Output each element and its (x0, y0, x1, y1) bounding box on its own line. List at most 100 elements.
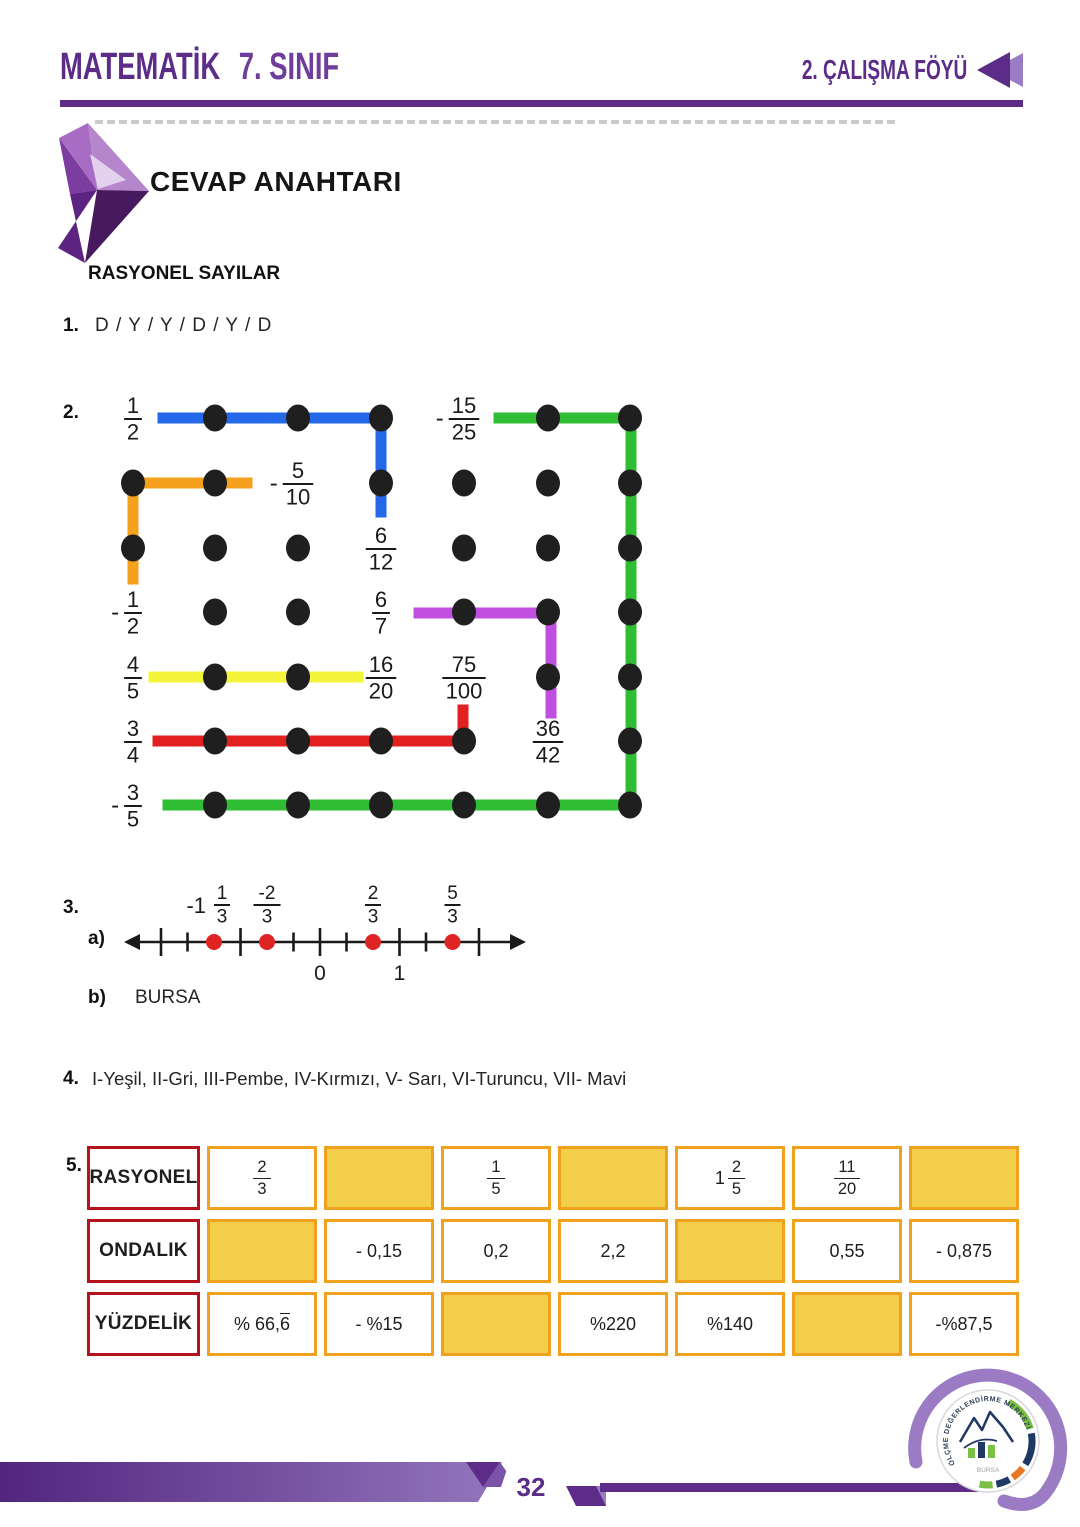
logo-arc-text: ÖLÇME DEĞERLENDİRME MERKEZİ (943, 1395, 1032, 1467)
grid-fraction-label: 67 (372, 587, 390, 638)
q3-number: 3. (63, 897, 79, 918)
arrow-left-icon (124, 934, 140, 950)
svg-text:7: 7 (375, 613, 387, 638)
svg-text:-: - (111, 599, 119, 626)
match-line-purple (413, 607, 557, 719)
q2-number: 2. (63, 402, 79, 423)
svg-text:-: - (436, 405, 444, 432)
table-cell-value: -%87,5 (909, 1292, 1019, 1356)
grid-dot (286, 598, 310, 626)
svg-text:36: 36 (536, 716, 560, 741)
svg-text:2: 2 (127, 419, 139, 444)
grid-dot (203, 469, 227, 497)
table-cell-value: %220 (558, 1292, 668, 1356)
svg-text:75: 75 (452, 652, 476, 677)
grid-dot (618, 404, 642, 432)
q3b-label: b) (88, 987, 106, 1008)
grid-dot (536, 404, 560, 432)
svg-text:-: - (270, 470, 278, 497)
page-number: 32 (517, 1472, 546, 1502)
point-label: -1 1 3 (186, 883, 231, 928)
grid-dot (203, 663, 227, 691)
sheet-label: 2. ÇALIŞMA FÖYÜ (801, 54, 967, 85)
table-cell-value: % 66, 6 (207, 1292, 317, 1356)
gem-arrow-icon (58, 123, 149, 263)
grid-dot (618, 469, 642, 497)
table-cell-value: - 0,15 (324, 1219, 434, 1283)
subject-title: MATEMATİK (60, 46, 221, 88)
svg-text:1: 1 (217, 883, 228, 904)
table-cell-empty (792, 1292, 902, 1356)
grid-dot (536, 598, 560, 626)
red-point (259, 934, 275, 950)
match-line-green (162, 412, 637, 811)
grid-dot (452, 727, 476, 755)
svg-text:2: 2 (368, 883, 379, 904)
grid-fraction-label: 12- (111, 587, 142, 638)
red-point (206, 934, 222, 950)
table-cell-value: %140 (675, 1292, 785, 1356)
svg-text:4: 4 (127, 652, 139, 677)
svg-text:100: 100 (446, 678, 483, 703)
point-label: 53 (444, 883, 461, 928)
grid-dot (452, 469, 476, 497)
svg-text:42: 42 (536, 742, 560, 767)
table-cell-value: 0,2 (441, 1219, 551, 1283)
table-cell-value: 2,2 (558, 1219, 668, 1283)
grid-fraction-label: 34 (124, 716, 142, 767)
table-cell-empty (675, 1219, 785, 1283)
table-cell-empty (207, 1219, 317, 1283)
grid-dot (203, 727, 227, 755)
grade-title: 7. SINIF (238, 46, 340, 88)
grid-dot (286, 791, 310, 819)
svg-text:10: 10 (286, 484, 310, 509)
table-cell-value: 0,55 (792, 1219, 902, 1283)
q1-answer: D / Y / Y / D / Y / D (95, 315, 273, 336)
conversion-table: RASYONEL 2 3 1 5 1 2 5 11 20 ONDALIK - 0,15 0,2 2,2 0,… (87, 1146, 1019, 1356)
point-label: -23 (253, 883, 281, 928)
grid-dot (536, 663, 560, 691)
grid-dot (536, 791, 560, 819)
q4-answer: I-Yeşil, II-Gri, III-Pembe, IV-Kırmızı, … (92, 1068, 627, 1089)
axis-label: 0 (314, 962, 326, 985)
svg-text:3: 3 (127, 780, 139, 805)
q4-number: 4. (63, 1068, 79, 1089)
footer-bar (0, 1462, 502, 1502)
red-point (444, 934, 461, 950)
grid-dot (286, 404, 310, 432)
q1-number: 1. (63, 315, 79, 336)
svg-text:20: 20 (369, 678, 393, 703)
grid-dot (369, 469, 393, 497)
table-cell-empty (909, 1146, 1019, 1210)
header-rule (60, 100, 1023, 107)
grid-dot (452, 598, 476, 626)
svg-text:4: 4 (127, 742, 139, 767)
svg-text:3: 3 (127, 716, 139, 741)
grid-fraction-label: 45 (124, 652, 142, 703)
grid-dot (121, 534, 145, 562)
grid-dot (121, 469, 145, 497)
grid-dot (452, 791, 476, 819)
table-cell-value: 11 20 (792, 1146, 902, 1210)
grid-dot (618, 534, 642, 562)
svg-text:-: - (111, 792, 119, 819)
q3a-label: a) (88, 928, 105, 949)
match-line-red (152, 704, 469, 747)
grid-dot (203, 598, 227, 626)
grid-fraction-label: 612 (365, 523, 397, 574)
logo-swirl (908, 1368, 1068, 1511)
grid-dot (618, 598, 642, 626)
svg-text:5: 5 (127, 678, 139, 703)
grid-fraction-label: 510- (270, 458, 314, 509)
